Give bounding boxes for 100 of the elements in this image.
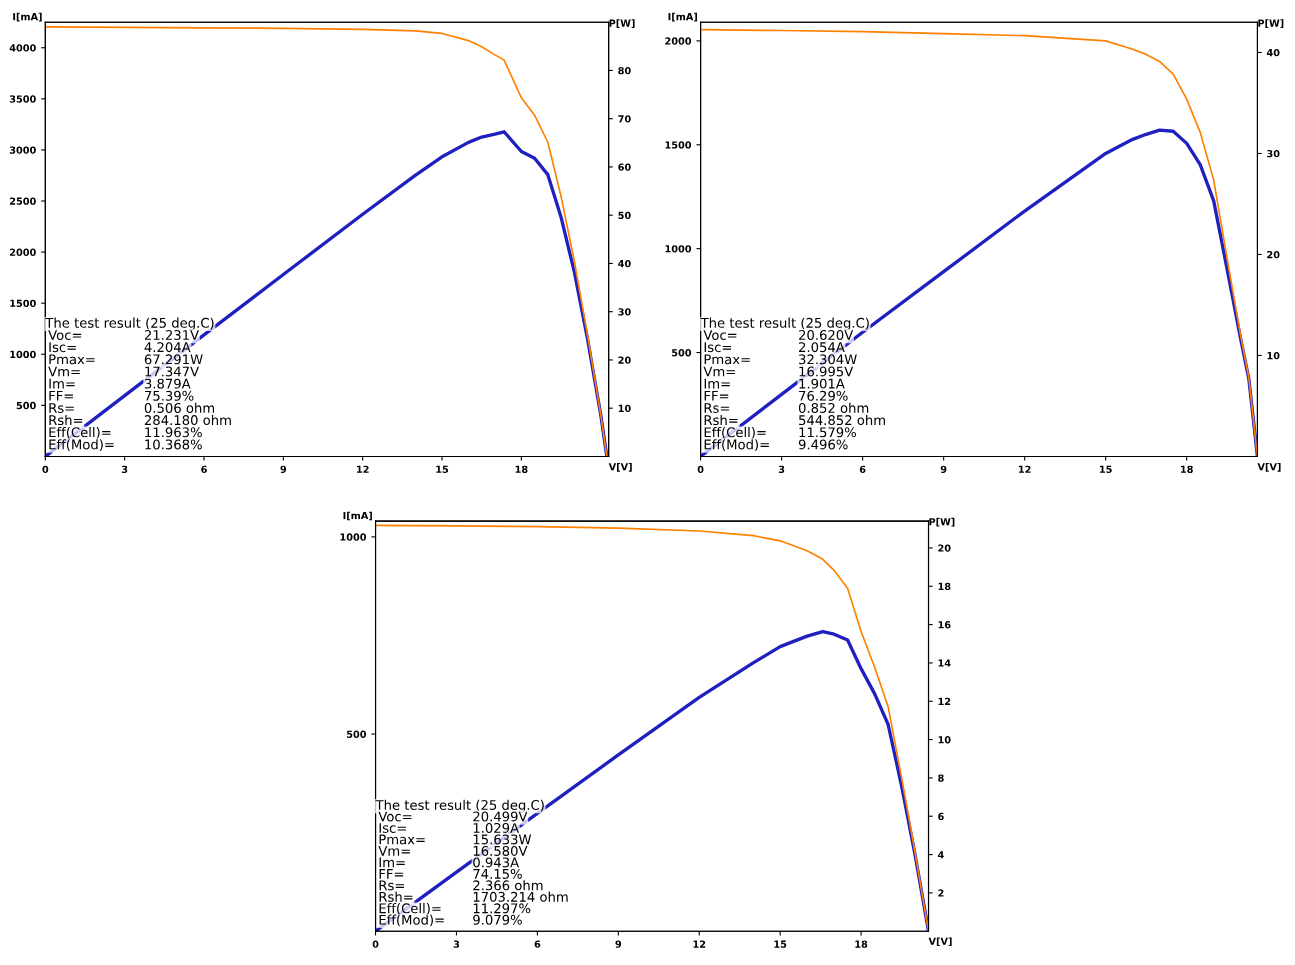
annotation: Vm= <box>378 846 410 856</box>
x-tick-label: 9 <box>280 465 287 473</box>
y2-tick-label: 30 <box>1267 149 1280 158</box>
annotation: The test result (25 deg.C) <box>45 317 214 331</box>
y2-tick-label: 30 <box>618 308 631 316</box>
annotation: 9.496% <box>798 439 848 450</box>
annotation: 4.204A <box>144 342 191 353</box>
x-tick-label: 18 <box>515 465 528 473</box>
x-tick-label: 6 <box>534 940 541 948</box>
annotation: Isc= <box>379 823 406 833</box>
y-tick-label: 3500 <box>9 95 36 103</box>
x-tick-label: 12 <box>357 465 369 473</box>
annotation: 17.347V <box>145 366 199 377</box>
y2-tick-label: 16 <box>938 621 951 629</box>
annotation: 20.620V <box>799 330 854 340</box>
y2-tick-label: 2 <box>938 889 944 897</box>
x-tick-label: 15 <box>1100 465 1112 473</box>
annotation: Voc= <box>703 330 737 340</box>
x-axis-title: V[V] <box>928 937 952 947</box>
annotation: Im= <box>704 378 730 389</box>
y2-axis-title: P[W] <box>929 517 955 527</box>
x-tick-label: 3 <box>121 465 128 473</box>
y2-tick-label: 50 <box>618 211 631 220</box>
annotation: Rsh= <box>379 891 413 902</box>
y-tick-label: 1500 <box>665 141 692 149</box>
annotation: 21.231V <box>144 330 199 340</box>
x-tick-label: 6 <box>859 465 866 473</box>
annotation: 74.15% <box>473 868 522 879</box>
annotation: 75.39% <box>144 390 194 401</box>
x-tick-label: 18 <box>1181 465 1193 473</box>
annotation: 1703.214 ohm <box>473 891 568 902</box>
annotation: Rs= <box>49 403 74 413</box>
annotation: 11.579% <box>799 427 857 438</box>
annotation: Pmax= <box>704 354 750 365</box>
annotation: 1.029A <box>473 822 520 833</box>
y-axis-title: I[mA] <box>343 511 372 521</box>
annotation: 32.304W <box>799 354 857 365</box>
y2-tick-label: 70 <box>618 115 631 123</box>
annotation: 15.633W <box>473 834 532 845</box>
y2-tick-label: 14 <box>938 659 951 667</box>
line-series <box>700 28 1258 457</box>
y-tick-label: 2500 <box>10 197 36 205</box>
y-tick-label: 1000 <box>665 245 692 253</box>
annotation: The test result (25 deg.C) <box>700 317 869 331</box>
annotation: 0.943A <box>473 857 520 868</box>
line-series <box>375 524 929 932</box>
annotation: Vm= <box>703 366 735 377</box>
annotation: Eff(Mod)= <box>49 439 114 451</box>
annotation: 67.291W <box>144 354 203 365</box>
x-tick-label: 18 <box>855 940 868 948</box>
y-tick-label: 1000 <box>340 533 367 541</box>
x-tick-label: 6 <box>201 465 207 473</box>
annotation: 544.852 ohm <box>799 414 885 426</box>
annotation: FF= <box>704 390 729 401</box>
y2-tick-label: 12 <box>938 697 951 705</box>
annotation: Pmax= <box>379 834 425 845</box>
annotation: Rs= <box>704 403 730 413</box>
annotation: Im= <box>379 857 405 868</box>
y-tick-label: 500 <box>16 401 36 410</box>
annotation: 16.580V <box>473 845 528 856</box>
annotation: 10.368% <box>145 439 202 450</box>
annotation: 11.963% <box>145 427 202 438</box>
annotation: 76.29% <box>799 390 848 401</box>
annotation: Vm= <box>48 366 80 377</box>
x-tick-label: 15 <box>774 940 787 948</box>
annotation: Rsh= <box>704 414 738 426</box>
annotation: 3.879A <box>144 378 191 389</box>
x-tick-label: 0 <box>372 940 379 948</box>
y-tick-label: 4000 <box>9 44 36 52</box>
annotation: FF= <box>379 869 404 879</box>
x-tick-label: 15 <box>436 465 449 473</box>
annotation: Voc= <box>48 330 82 340</box>
annotation: Eff(Cell)= <box>379 903 441 915</box>
x-tick-label: 9 <box>615 940 622 948</box>
annotation: Pmax= <box>49 354 95 365</box>
y-tick-label: 1500 <box>10 299 36 308</box>
y-axis-title: I[mA] <box>668 12 697 22</box>
x-axis-title: V[V] <box>1257 462 1281 472</box>
annotation: Eff(Cell)= <box>49 427 111 439</box>
annotation: 0.506 ohm <box>144 402 215 413</box>
y2-tick-label: 10 <box>938 736 951 744</box>
y-tick-label: 2000 <box>665 37 692 45</box>
annotation: Isc= <box>49 342 76 353</box>
y2-tick-label: 10 <box>618 404 631 413</box>
y2-tick-label: 20 <box>1267 250 1280 259</box>
y2-tick-label: 60 <box>618 163 631 171</box>
annotation: Rs= <box>379 880 405 891</box>
y-tick-label: 2000 <box>10 248 36 256</box>
x-tick-label: 12 <box>1018 465 1031 473</box>
y-tick-label: 500 <box>672 349 692 357</box>
annotation: FF= <box>49 390 73 401</box>
y2-tick-label: 18 <box>938 582 951 591</box>
y-tick-label: 500 <box>346 730 367 738</box>
annotation: 0.852 ohm <box>798 402 869 413</box>
annotation: Rsh= <box>49 414 83 426</box>
y2-tick-label: 4 <box>937 851 944 859</box>
annotation: Eff(Mod)= <box>379 914 444 927</box>
x-tick-label: 3 <box>453 940 460 948</box>
y2-tick-label: 40 <box>1266 48 1280 57</box>
annotation: Im= <box>49 378 75 389</box>
